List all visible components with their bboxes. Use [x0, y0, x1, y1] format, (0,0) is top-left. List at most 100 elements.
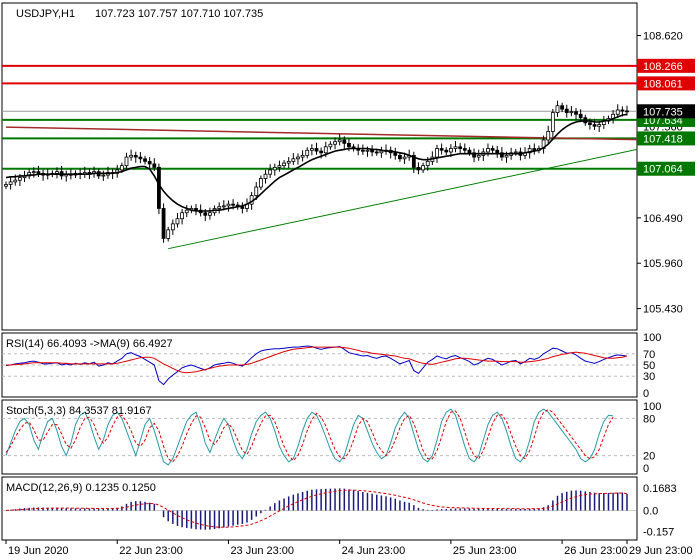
candle-body	[583, 117, 588, 124]
candle-body	[277, 165, 282, 168]
support-trendline	[168, 148, 638, 250]
time-axis-label: 23 Jun 23:00	[230, 545, 294, 557]
candle-body	[217, 206, 222, 209]
candle-body	[138, 156, 143, 160]
candle-body	[147, 160, 152, 165]
candle-body	[166, 229, 171, 239]
price-axis-label: 105.430	[643, 304, 683, 316]
candle-body	[588, 122, 592, 125]
candle-body	[439, 148, 444, 151]
candle-body	[416, 166, 421, 171]
candle-body	[365, 149, 370, 152]
candle-body	[425, 160, 430, 167]
candle-body	[314, 148, 319, 152]
candle-body	[499, 152, 504, 158]
rsi-ma-line	[6, 346, 628, 374]
current-price-label: 107.735	[643, 106, 683, 118]
candle-body	[328, 143, 333, 148]
candle-body	[393, 152, 398, 156]
candle-body	[504, 154, 509, 158]
header: USDJPY,H1 107.723 107.757 107.710 107.73…	[16, 8, 263, 20]
candle-body	[129, 154, 134, 158]
level-label-box	[637, 161, 695, 176]
candle-body	[379, 150, 384, 154]
candle-body	[175, 218, 180, 225]
chart-header-symbol: USDJPY,H1	[16, 8, 75, 20]
candle-body	[333, 141, 337, 145]
candle-body	[309, 148, 314, 151]
candle-body	[240, 206, 245, 209]
candle-body	[184, 209, 189, 214]
candle-body	[152, 163, 157, 168]
level-label-box	[637, 58, 695, 73]
stoch-panel: Stoch(5,3,3) 84.3537 81.9167	[5, 405, 614, 466]
candle-body	[448, 148, 453, 153]
candle-body	[555, 105, 560, 113]
time-axis-label: 25 Jun 23:00	[453, 545, 517, 557]
time-axis-label: 26 Jun 23:00	[564, 545, 628, 557]
candle-body	[55, 171, 59, 174]
candle-body	[161, 208, 166, 239]
candle-body	[453, 146, 458, 149]
candle-body	[133, 154, 138, 158]
chart-header-ohlc: 107.723 107.757 107.710 107.735	[95, 8, 263, 20]
stoch-axis-label: 0	[643, 463, 649, 475]
candle-body	[411, 154, 416, 168]
level-label: 107.418	[643, 133, 683, 145]
stoch-axis-label: 100	[643, 401, 661, 413]
candle-body	[532, 148, 537, 151]
time-axis-label: 19 Jun 2020	[8, 545, 69, 557]
price-axis-label: 106.490	[643, 213, 683, 225]
time-axis-label: 22 Jun 23:00	[119, 545, 183, 557]
candle-body	[221, 205, 226, 208]
candle-body	[421, 165, 425, 171]
candle-body	[490, 148, 495, 151]
rsi-axis-label: 100	[643, 332, 661, 344]
candle-body	[119, 165, 124, 171]
candle-body	[402, 156, 407, 160]
candle-body	[444, 149, 449, 153]
macd-axis-label: 0.1683	[643, 483, 677, 495]
candle-body	[194, 208, 198, 211]
candle-body	[513, 151, 518, 154]
level-label-box	[637, 76, 695, 91]
candle-body	[291, 158, 296, 162]
candle-body	[527, 148, 532, 154]
candle-body	[472, 152, 476, 158]
candle-body	[597, 124, 602, 127]
candle-body	[319, 150, 324, 154]
candle-body	[546, 131, 551, 141]
stoch-k-line	[5, 408, 614, 466]
panel-frame-macd	[1, 476, 638, 541]
candle-body	[620, 109, 625, 112]
candle-body	[374, 151, 379, 154]
candle-body	[476, 154, 481, 158]
rsi-axis-label: 30	[643, 371, 655, 383]
candle-body	[8, 181, 13, 185]
candle-body	[254, 186, 259, 197]
brown-trend-line	[5, 126, 651, 141]
level-label: 108.061	[643, 78, 683, 90]
candle-body	[286, 160, 291, 164]
rsi-axis-label: 50	[643, 360, 655, 372]
panel-frame-stoch	[1, 399, 638, 475]
candle-body	[550, 112, 555, 132]
candle-body	[467, 149, 472, 154]
level-label: 107.064	[643, 164, 683, 176]
current-price-box	[637, 104, 695, 119]
price-panel	[2, 64, 651, 250]
candle-body	[615, 109, 620, 115]
candle-body	[157, 166, 161, 209]
macd-title: MACD(12,26,9) 0.1235 0.1250	[6, 482, 156, 494]
axis-labels: 108.620107.560106.490105.960105.430108.2…	[5, 31, 695, 557]
candle-body	[231, 203, 235, 206]
candle-body	[13, 179, 18, 183]
candle-body	[458, 146, 463, 149]
rsi-axis-label: 70	[643, 349, 655, 361]
macd-axis-label: -0.157	[643, 527, 674, 539]
level-label-box	[637, 131, 695, 146]
candle-body	[124, 156, 129, 167]
stoch-axis-label: 20	[643, 451, 655, 463]
